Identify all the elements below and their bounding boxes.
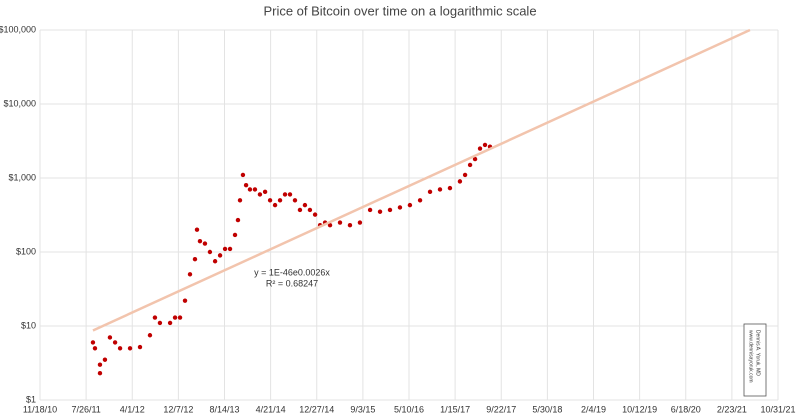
y-tick-label: $100 xyxy=(16,246,36,256)
y-tick-label: $10,000 xyxy=(3,98,36,108)
data-point xyxy=(262,189,268,195)
data-point xyxy=(227,246,233,252)
data-point xyxy=(427,189,433,195)
data-point xyxy=(187,272,193,277)
data-point xyxy=(202,241,208,246)
y-tick-label: $100,000 xyxy=(0,24,36,34)
x-tick-label: 5/10/16 xyxy=(394,404,424,414)
data-point xyxy=(194,227,200,232)
data-point xyxy=(377,209,383,214)
data-point xyxy=(327,223,333,228)
data-point xyxy=(197,238,203,244)
x-tick-label: 12/7/12 xyxy=(163,404,193,414)
data-point xyxy=(437,187,443,192)
credit-url: www.dennisayoruk.com xyxy=(748,330,754,383)
credit-name: Dennis A. Yoruk, MD xyxy=(755,330,761,376)
data-point xyxy=(417,198,423,203)
data-point xyxy=(117,346,123,351)
y-tick-label: $10 xyxy=(21,320,36,330)
data-point xyxy=(312,212,318,217)
x-tick-label: 9/3/15 xyxy=(350,404,375,414)
data-point xyxy=(307,207,313,213)
data-point xyxy=(282,192,288,197)
data-point xyxy=(337,220,343,225)
data-point xyxy=(107,335,113,340)
trendline xyxy=(92,28,751,332)
data-point xyxy=(247,187,253,192)
data-point xyxy=(237,198,243,203)
x-tick-label: 2/23/21 xyxy=(717,404,747,414)
data-point xyxy=(177,315,183,320)
data-point xyxy=(243,182,249,188)
data-point xyxy=(297,207,303,213)
x-tick-label: 4/1/12 xyxy=(120,404,145,414)
x-tick-label: 12/27/14 xyxy=(299,404,334,414)
data-point xyxy=(182,298,188,303)
data-point xyxy=(167,320,173,326)
data-point xyxy=(472,156,478,162)
data-point xyxy=(152,315,158,320)
x-tick-label: 10/31/21 xyxy=(760,404,795,414)
x-tick-label: 10/12/19 xyxy=(622,404,657,414)
data-point xyxy=(192,256,198,262)
data-point xyxy=(387,207,393,213)
credit-box xyxy=(743,323,767,397)
data-point xyxy=(267,198,273,203)
data-point xyxy=(462,172,468,178)
y-tick-label: $1 xyxy=(26,394,36,404)
data-point xyxy=(240,172,246,178)
data-point xyxy=(207,249,213,255)
data-point xyxy=(232,232,238,238)
data-point xyxy=(277,198,283,203)
data-point xyxy=(147,333,153,338)
data-point xyxy=(272,202,278,208)
data-point xyxy=(97,362,103,367)
data-point xyxy=(302,202,308,208)
data-point xyxy=(217,253,223,258)
data-point xyxy=(292,198,298,203)
x-tick-label: 9/22/17 xyxy=(486,404,516,414)
data-point xyxy=(112,340,118,345)
data-point xyxy=(357,220,363,225)
data-point xyxy=(467,162,473,168)
data-point xyxy=(447,185,453,191)
data-point xyxy=(137,344,143,350)
data-point xyxy=(287,192,293,197)
data-point xyxy=(212,259,218,264)
data-point xyxy=(157,320,163,326)
x-tick-label: 7/26/11 xyxy=(71,404,100,414)
x-tick-label: 2/4/19 xyxy=(581,404,606,414)
data-point xyxy=(97,371,103,376)
data-point xyxy=(397,205,403,210)
data-point xyxy=(92,346,98,351)
chart-title: Price of Bitcoin over time on a logarith… xyxy=(263,3,536,18)
x-tick-label: 1/15/17 xyxy=(440,404,470,414)
x-tick-label: 8/14/13 xyxy=(209,404,239,414)
data-point xyxy=(482,142,488,148)
data-point xyxy=(102,357,108,362)
y-tick-label: $1,000 xyxy=(8,172,36,182)
data-point xyxy=(347,223,353,228)
r-squared: R² = 0.68247 xyxy=(266,278,318,288)
x-tick-label: 4/21/14 xyxy=(256,404,286,414)
data-point xyxy=(457,179,463,184)
data-point xyxy=(407,202,413,208)
x-tick-label: 11/18/10 xyxy=(23,404,57,414)
data-point xyxy=(257,192,263,197)
equation: y = 1E-46e0.0026x xyxy=(254,267,330,277)
x-tick-label: 6/18/20 xyxy=(671,404,701,414)
data-point xyxy=(90,340,96,345)
data-point xyxy=(235,217,241,223)
data-point xyxy=(252,187,258,192)
x-tick-label: 5/30/18 xyxy=(532,404,562,414)
data-point xyxy=(367,207,373,213)
data-point xyxy=(127,346,133,351)
data-point xyxy=(477,146,483,151)
data-point xyxy=(222,246,228,252)
data-point xyxy=(172,315,178,320)
